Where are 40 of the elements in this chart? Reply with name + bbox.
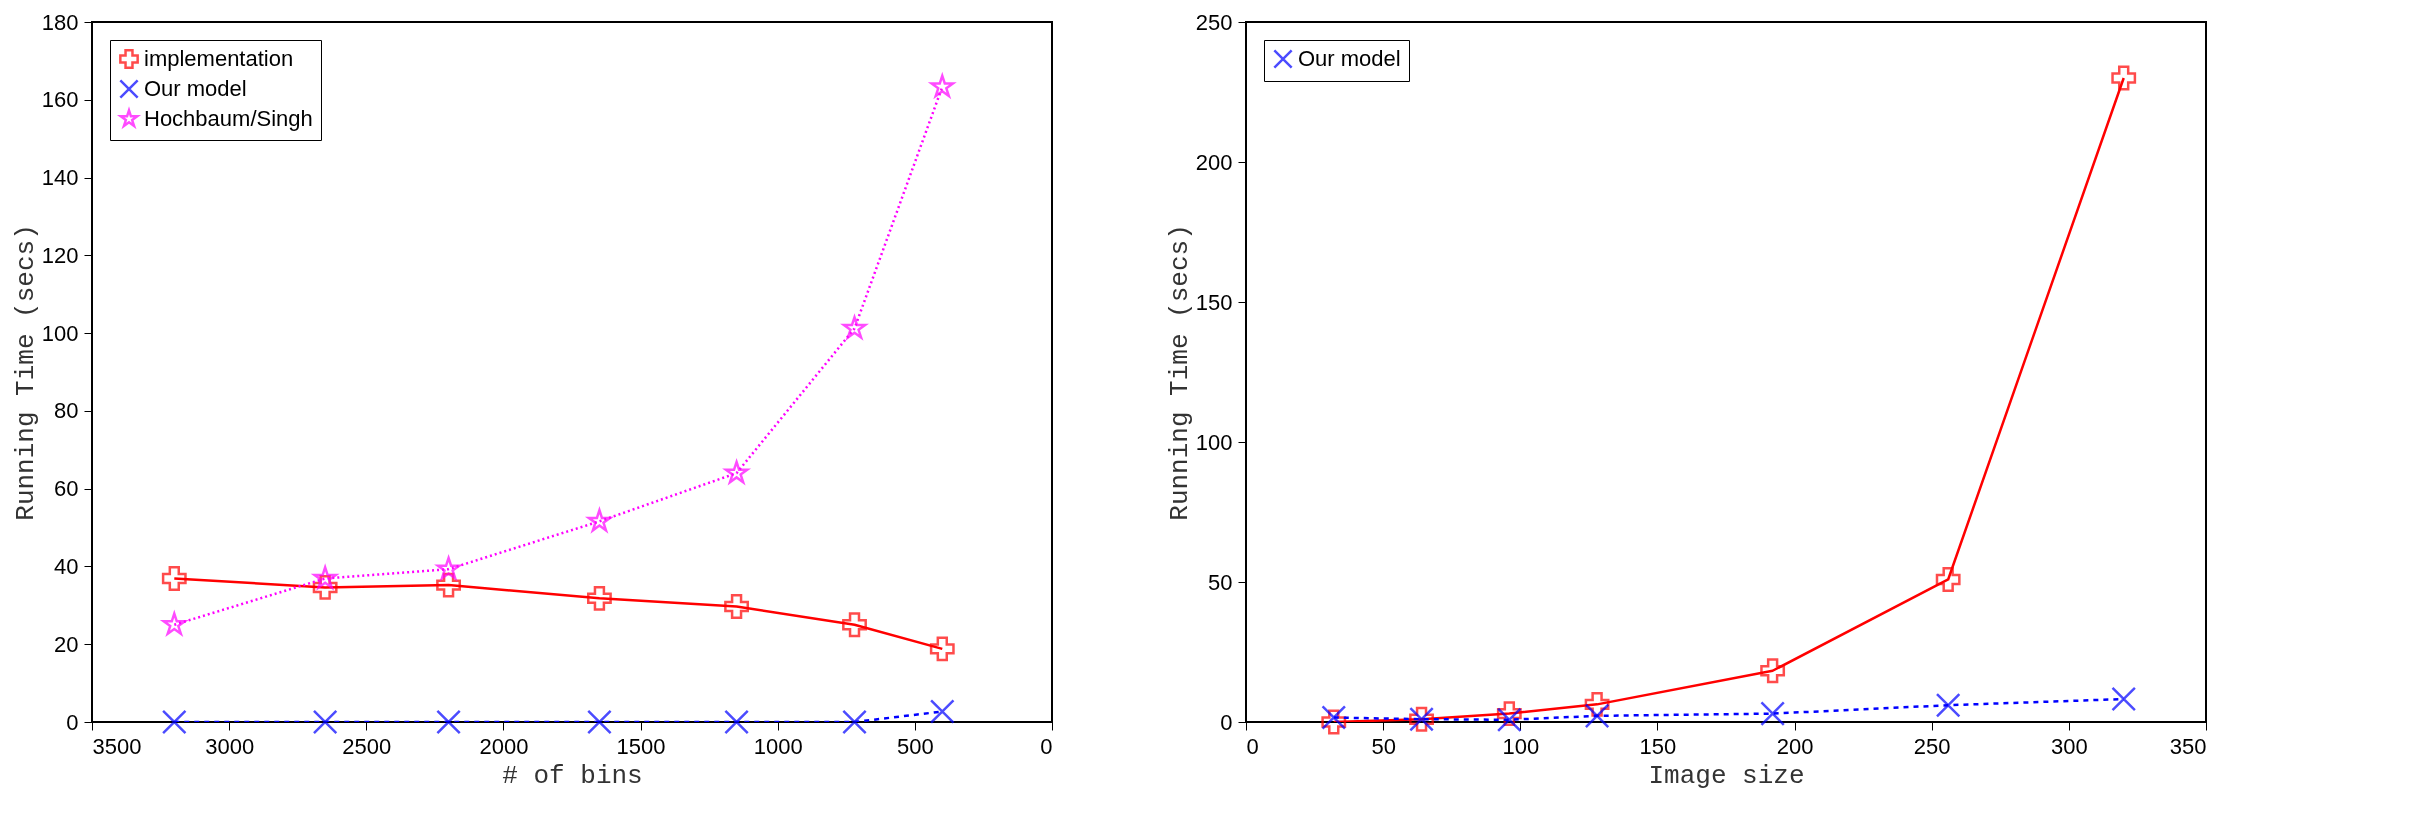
x-tick-label: 500	[897, 733, 934, 759]
y-tick-label: 0	[1220, 709, 1233, 735]
y-tick-label: 40	[54, 553, 79, 579]
legend-label: Hochbaum/Singh	[144, 106, 313, 131]
y-tick-label: 250	[1195, 9, 1233, 35]
x-tick-label: 2000	[479, 733, 529, 759]
y-tick-label: 200	[1195, 149, 1233, 175]
y-tick-label: 150	[1195, 289, 1233, 315]
legend-label: Our model	[1298, 46, 1401, 71]
legend-label: implementation	[144, 46, 294, 71]
x-axis-title: # of bins	[502, 760, 643, 791]
x-tick-label: 2500	[342, 733, 392, 759]
x-tick-label: 300	[2051, 733, 2088, 759]
x-axis-title: Image size	[1648, 760, 1805, 791]
legend-label: Our model	[144, 76, 247, 101]
y-axis-title: Running Time (secs)	[10, 224, 41, 521]
x-tick-label: 0	[1246, 733, 1259, 759]
y-tick-label: 50	[1208, 569, 1233, 595]
x-tick-label: 250	[1913, 733, 1951, 759]
y-tick-label: 0	[66, 709, 79, 735]
y-tick-label: 120	[41, 242, 79, 268]
x-tick-label: 50	[1371, 733, 1396, 759]
y-tick-label: 180	[41, 9, 79, 35]
y-axis-title: Running Time (secs)	[1164, 224, 1195, 521]
y-tick-label: 160	[41, 87, 79, 113]
x-tick-label: 1000	[753, 733, 803, 759]
x-tick-label: 150	[1639, 733, 1677, 759]
x-tick-label: 1500	[616, 733, 666, 759]
x-tick-label: 100	[1502, 733, 1540, 759]
y-tick-label: 60	[54, 476, 79, 502]
y-tick-label: 100	[41, 320, 79, 346]
x-tick-label: 350	[2169, 733, 2207, 759]
x-tick-label: 3000	[205, 733, 255, 759]
y-tick-label: 20	[54, 631, 79, 657]
x-tick-label: 0	[1040, 733, 1053, 759]
y-tick-label: 100	[1195, 429, 1233, 455]
x-tick-label: 3500	[92, 733, 142, 759]
x-tick-label: 200	[1776, 733, 1814, 759]
y-tick-label: 140	[41, 165, 79, 191]
y-tick-label: 80	[54, 398, 79, 424]
